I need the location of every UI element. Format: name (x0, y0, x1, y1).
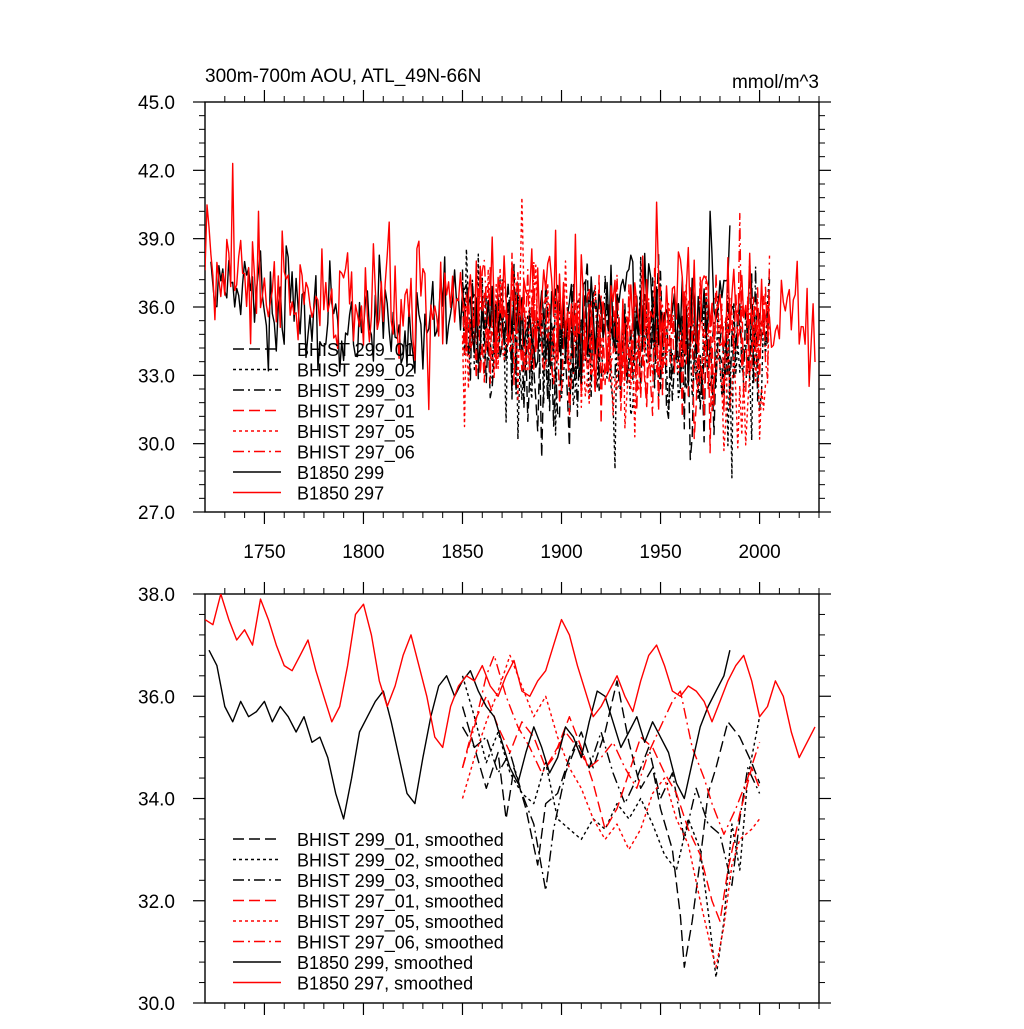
x-tick-label: 2000 (738, 542, 780, 563)
series-line-1 (461, 680, 761, 968)
x-tick-label: 1850 (441, 542, 483, 563)
x-tick-label: 1900 (540, 542, 582, 563)
series-line-8 (205, 594, 816, 759)
y-tick-label: 30.0 (138, 994, 175, 1015)
legend-label: BHIST 297_01 (297, 402, 415, 423)
chart-units: mmol/m^3 (732, 72, 819, 93)
y-tick-label: 36.0 (138, 687, 175, 708)
y-tick-label: 38.0 (138, 585, 175, 606)
series-line-2 (461, 675, 761, 979)
series-line-3 (461, 726, 761, 892)
legend-label: BHIST 299_02, smoothed (297, 851, 504, 872)
y-tick-label: 45.0 (138, 93, 175, 114)
y-tick-label: 36.0 (138, 298, 175, 319)
legend-label: BHIST 299_01 (297, 340, 415, 361)
legend-label: B1850 297, smoothed (297, 974, 473, 994)
series-line-4 (461, 695, 761, 922)
legend-label: BHIST 297_01, smoothed (297, 892, 504, 913)
legend-label: BHIST 299_02 (297, 361, 415, 382)
x-tick-label: 1950 (639, 542, 681, 563)
series-line-6 (461, 654, 761, 835)
legend-label: BHIST 297_05, smoothed (297, 912, 504, 933)
y-tick-label: 42.0 (138, 161, 175, 182)
y-tick-label: 33.0 (138, 366, 175, 387)
y-tick-label: 34.0 (138, 790, 175, 811)
y-tick-label: 30.0 (138, 435, 175, 456)
series-line-7 (210, 210, 731, 386)
legend-label: BHIST 299_03, smoothed (297, 871, 504, 892)
legend-label: BHIST 299_03 (297, 381, 415, 402)
series-line-7 (208, 649, 731, 820)
y-tick-label: 27.0 (138, 503, 175, 524)
legend-label: BHIST 299_01, smoothed (297, 830, 504, 851)
x-tick-label: 1750 (243, 542, 285, 563)
chart-panel-1: 27.0 30.0 33.0 36.0 39.0 42.0 45.0 1750 1800 1850… (138, 66, 831, 563)
legend-label: BHIST 297_06 (297, 443, 415, 464)
legend-label: BHIST 297_05 (297, 422, 415, 443)
legend-label: B1850 299 (297, 463, 384, 483)
chart-panel-2: 30.0 32.0 34.0 36.0 38.0 BHIST 299_01, smooth… (138, 582, 831, 1015)
series-line-8 (205, 162, 816, 411)
legend-label: BHIST 297_06, smoothed (297, 933, 504, 954)
y-tick-label: 32.0 (138, 892, 175, 913)
chart-title: 300m-700m AOU, ATL_49N-66N (205, 66, 481, 87)
y-tick-label: 39.0 (138, 230, 175, 251)
series-line-5 (461, 197, 771, 452)
legend-label: B1850 297 (297, 484, 384, 504)
series-line-6 (461, 212, 771, 417)
x-tick-label: 1800 (342, 542, 384, 563)
legend-label: B1850 299, smoothed (297, 953, 473, 973)
